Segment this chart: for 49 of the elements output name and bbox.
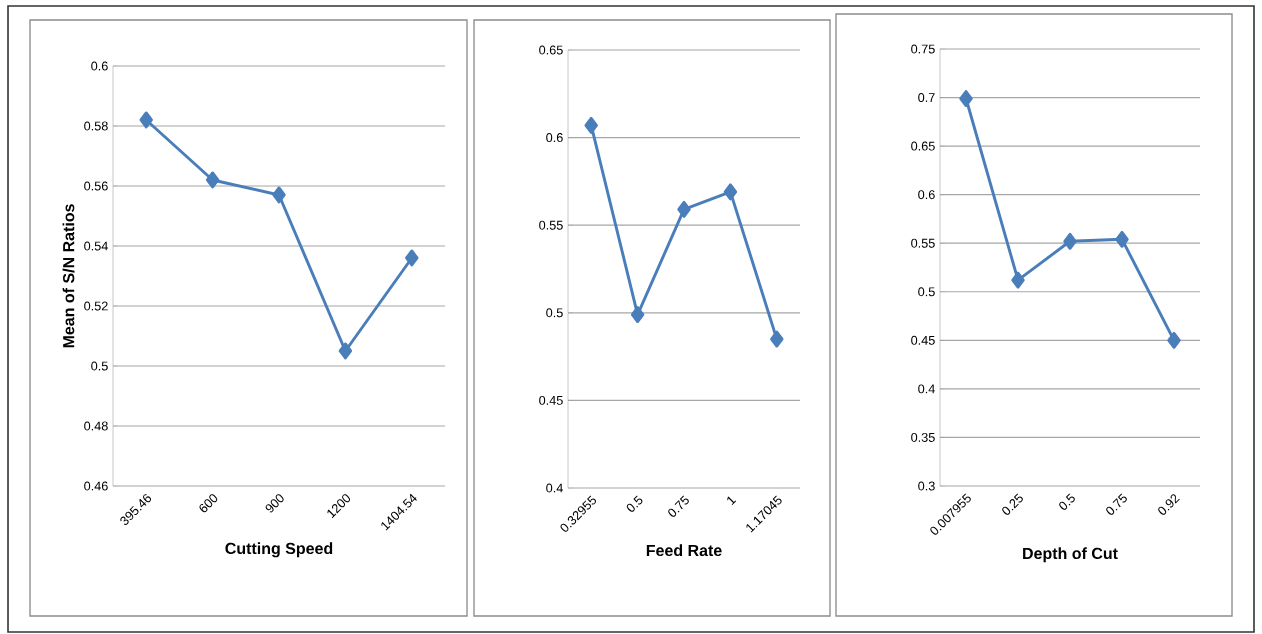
x-tick-label: 0.92	[1158, 494, 1180, 515]
y-tick-label: 0.7	[918, 93, 935, 103]
y-tick-label: 0.52	[84, 301, 108, 311]
y-tick-label: 0.5	[918, 287, 935, 297]
y-tick-label: 0.5	[546, 308, 563, 318]
y-tick-label: 0.45	[539, 395, 563, 405]
point	[677, 200, 691, 218]
y-tick-label: 0.45	[911, 335, 935, 345]
point	[1115, 230, 1129, 248]
point	[723, 183, 738, 201]
x-axis-title: Depth of Cut	[1023, 547, 1118, 563]
y-tick-label: 0.48	[84, 421, 108, 431]
y-tick-label: 0.55	[911, 238, 935, 248]
x-tick-label: 1	[727, 496, 737, 506]
y-tick-label: 0.65	[911, 141, 935, 151]
point	[630, 306, 645, 324]
point	[272, 186, 286, 204]
point	[338, 342, 353, 360]
x-axis-title: Cutting Speed	[225, 542, 333, 558]
y-tick-label: 0.56	[84, 181, 108, 191]
y-tick-label: 0.35	[911, 432, 935, 442]
y-tick-label: 0.46	[84, 481, 108, 491]
point	[405, 249, 419, 267]
y-axis-title: Mean of S/N Ratios	[62, 204, 75, 348]
point	[205, 171, 220, 189]
y-tick-label: 0.4	[546, 483, 563, 493]
point	[1167, 331, 1181, 349]
y-tick-label: 0.6	[546, 133, 563, 143]
x-tick-label: 0.5	[1059, 493, 1075, 510]
point	[770, 330, 784, 348]
y-tick-label: 0.55	[539, 220, 563, 230]
y-tick-label: 0.54	[84, 241, 108, 251]
x-tick-label: 0.5	[626, 495, 643, 512]
y-tick-label: 0.6	[91, 61, 108, 71]
point	[1063, 232, 1077, 250]
y-tick-label: 0.58	[84, 121, 108, 131]
y-tick-label: 0.65	[539, 45, 563, 55]
x-tick-label: 600	[199, 494, 218, 513]
y-tick-label: 0.75	[911, 44, 935, 54]
x-axis-title: Feed Rate	[646, 544, 722, 557]
y-tick-label: 0.6	[918, 190, 935, 200]
y-tick-label: 0.3	[918, 481, 935, 491]
point	[959, 90, 973, 107]
point	[1011, 271, 1025, 289]
y-tick-label: 0.4	[918, 384, 935, 394]
x-tick-label: 900	[265, 494, 284, 513]
y-tick-label: 0.5	[91, 361, 108, 371]
point	[139, 111, 153, 129]
point	[584, 116, 598, 134]
